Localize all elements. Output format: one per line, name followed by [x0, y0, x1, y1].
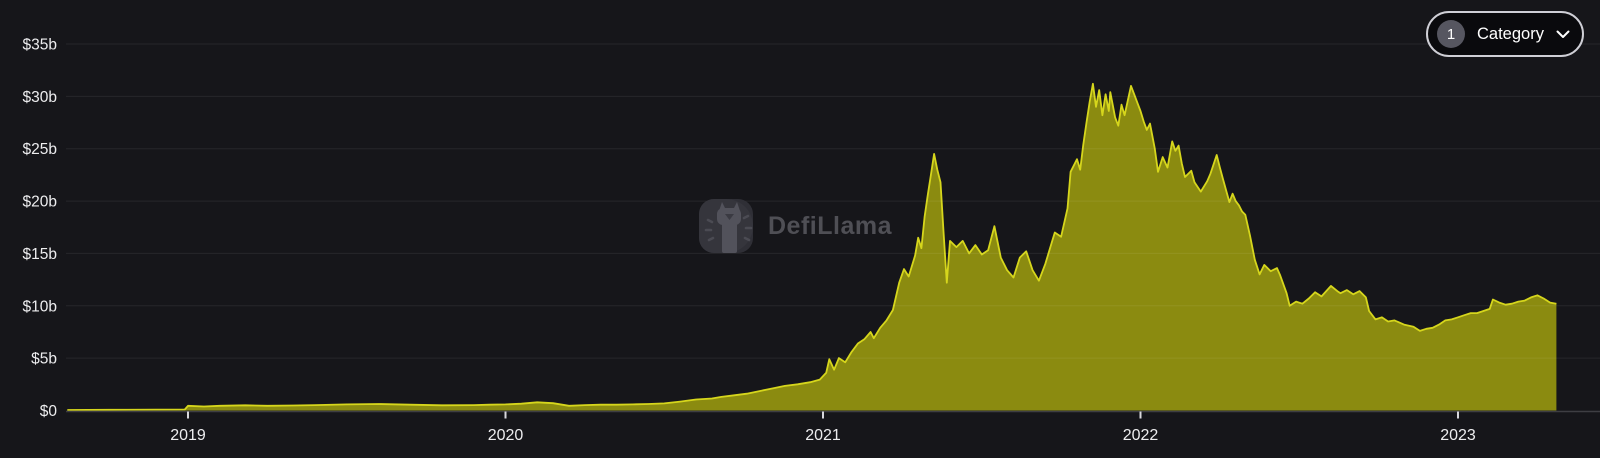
y-axis-label: $25b [23, 141, 57, 158]
y-axis-label: $10b [23, 298, 57, 315]
x-axis-label: 2022 [1123, 427, 1159, 444]
x-axis-label: 2023 [1440, 427, 1476, 444]
chevron-down-icon [1556, 30, 1570, 38]
y-axis-label: $5b [31, 351, 57, 368]
area-series-line [67, 82, 1557, 411]
category-count-badge: 1 [1437, 20, 1465, 48]
y-axis-label: $30b [23, 89, 57, 106]
y-axis-label: $0 [40, 403, 58, 420]
y-axis-label: $20b [23, 194, 57, 211]
x-axis-label: 2021 [805, 427, 841, 444]
category-filter-label: Category [1477, 24, 1544, 43]
area-series-fill [67, 83, 1557, 411]
y-axis-label: $35b [23, 37, 57, 54]
category-filter-button[interactable]: 1 Category [1426, 11, 1584, 57]
x-axis-label: 2019 [170, 427, 206, 444]
x-axis-label: 2020 [488, 427, 524, 444]
y-axis-label: $15b [23, 246, 57, 263]
